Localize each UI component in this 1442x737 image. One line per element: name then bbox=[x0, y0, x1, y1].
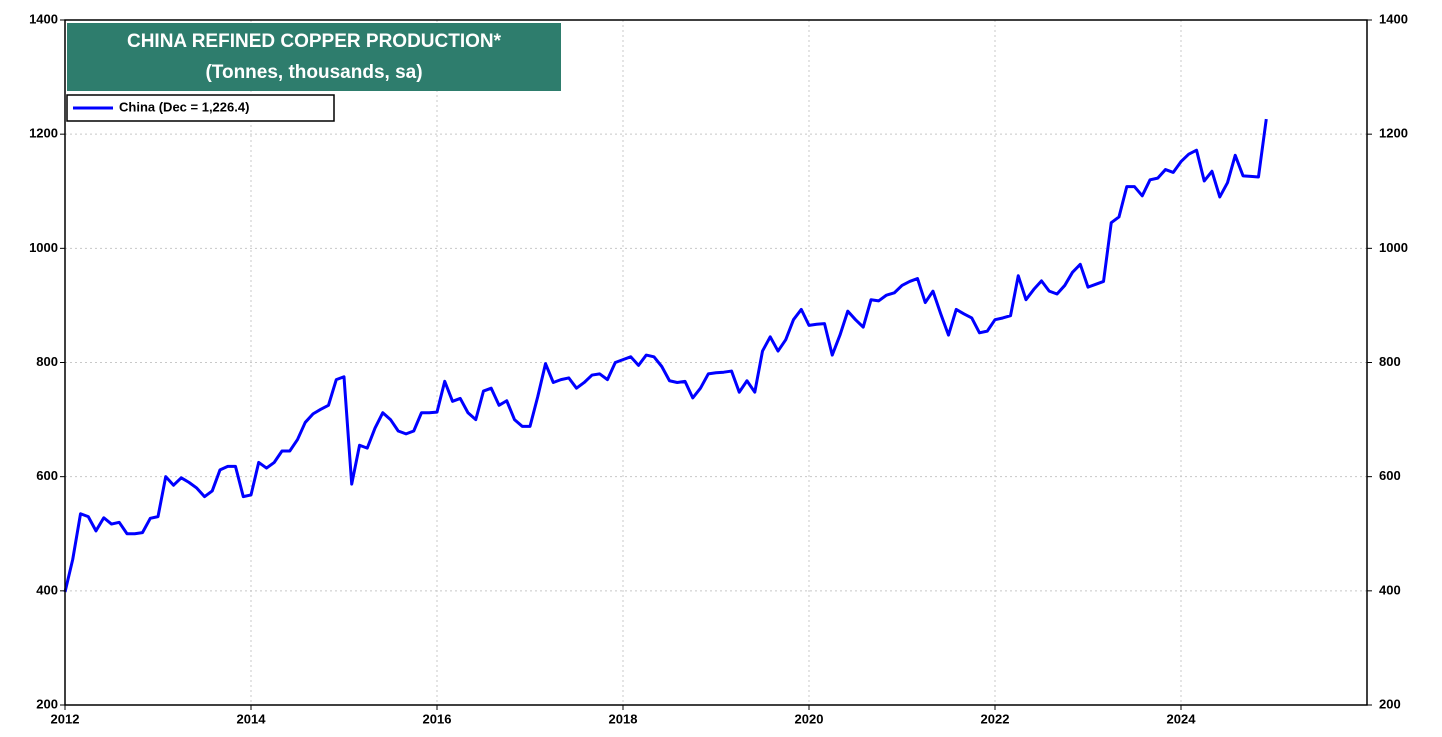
y2-tick-label: 1000 bbox=[1379, 240, 1408, 255]
chart-subtitle: (Tonnes, thousands, sa) bbox=[205, 62, 422, 83]
chart-title: CHINA REFINED COPPER PRODUCTION* bbox=[127, 31, 502, 52]
y-tick-label: 1200 bbox=[29, 126, 58, 141]
y-tick-label: 1400 bbox=[29, 11, 58, 26]
legend-label: China (Dec = 1,226.4) bbox=[119, 99, 249, 114]
y2-tick-label: 600 bbox=[1379, 468, 1401, 483]
x-tick-label: 2020 bbox=[795, 711, 824, 726]
x-tick-label: 2018 bbox=[609, 711, 638, 726]
y2-tick-label: 1200 bbox=[1379, 126, 1408, 141]
x-tick-label: 2016 bbox=[423, 711, 452, 726]
y2-tick-label: 800 bbox=[1379, 354, 1401, 369]
y-tick-label: 400 bbox=[36, 582, 58, 597]
y-tick-label: 200 bbox=[36, 696, 58, 711]
y-tick-label: 800 bbox=[36, 354, 58, 369]
y-tick-label: 600 bbox=[36, 468, 58, 483]
y2-tick-label: 400 bbox=[1379, 582, 1401, 597]
x-tick-label: 2024 bbox=[1167, 711, 1197, 726]
series-line bbox=[63, 118, 1268, 593]
title-box bbox=[67, 23, 561, 91]
x-tick-label: 2014 bbox=[237, 711, 267, 726]
x-tick-label: 2012 bbox=[51, 711, 80, 726]
y2-tick-label: 200 bbox=[1379, 696, 1401, 711]
y2-tick-label: 1400 bbox=[1379, 11, 1408, 26]
lines bbox=[63, 118, 1268, 593]
x-tick-label: 2022 bbox=[981, 711, 1010, 726]
y-tick-label: 1000 bbox=[29, 240, 58, 255]
